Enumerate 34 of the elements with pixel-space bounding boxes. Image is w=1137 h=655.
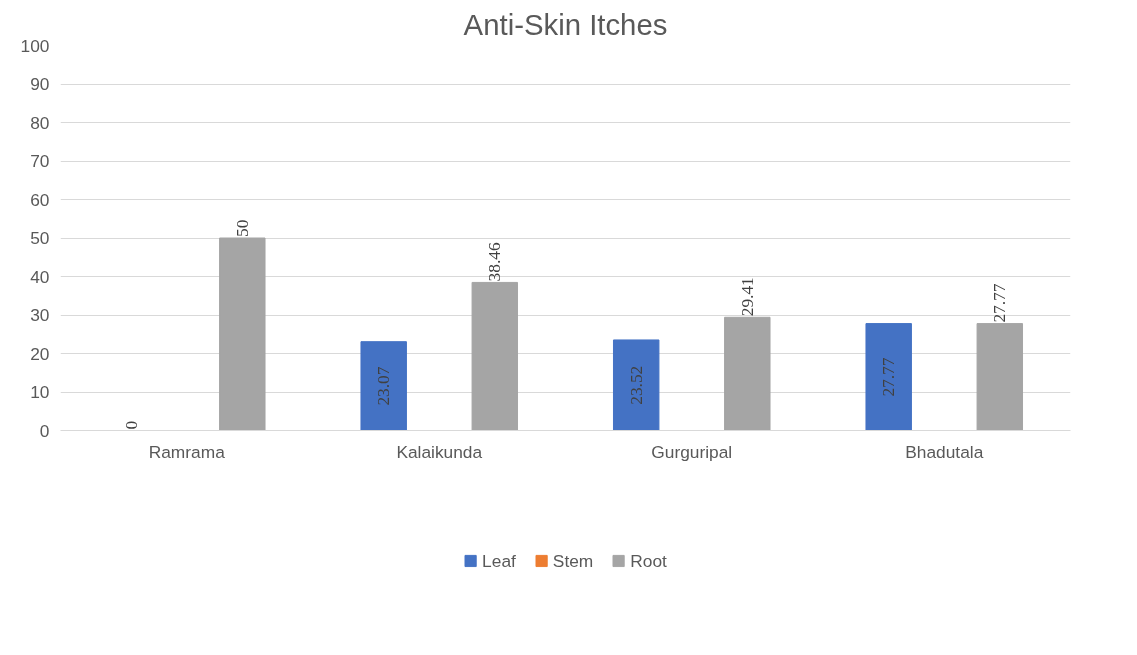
data-label: 29.41 (737, 277, 757, 317)
data-label: 0 (121, 420, 141, 430)
bar (865, 323, 912, 431)
bar (471, 281, 519, 431)
x-tick-label: Kalaikunda (396, 441, 483, 462)
data-label: 23.07 (374, 366, 394, 406)
y-tick-label: 20 (30, 343, 50, 364)
y-tick-label: 70 (30, 151, 50, 171)
bar (219, 237, 266, 431)
data-label: 38.46 (485, 242, 505, 282)
data-label: 27.77 (879, 357, 899, 397)
legend-label: Root (630, 550, 667, 572)
chart-title: Anti-Skin Itches (463, 7, 668, 41)
x-tick-label: Gurguripal (651, 441, 733, 462)
y-tick-label: 30 (30, 305, 50, 325)
x-tick-label: Bhadutala (905, 441, 984, 462)
legend-label: Stem (552, 550, 594, 572)
data-label: 50 (232, 219, 252, 237)
y-tick-label: 100 (20, 35, 50, 56)
y-tick-label: 50 (30, 228, 50, 248)
data-label: 23.52 (626, 365, 646, 405)
bar (612, 339, 660, 431)
bar (976, 323, 1024, 431)
y-tick-label: 90 (30, 74, 50, 94)
y-tick-label: 80 (30, 112, 50, 133)
x-tick-label: Ramrama (148, 441, 226, 462)
y-tick-label: 40 (30, 266, 50, 287)
bar (724, 316, 771, 431)
bar (360, 341, 407, 431)
y-tick-label: 0 (39, 420, 50, 441)
y-tick-label: 10 (30, 382, 50, 402)
y-tick-label: 60 (30, 189, 50, 210)
data-label: 27.77 (990, 283, 1010, 323)
legend-label: Leaf (482, 550, 516, 572)
